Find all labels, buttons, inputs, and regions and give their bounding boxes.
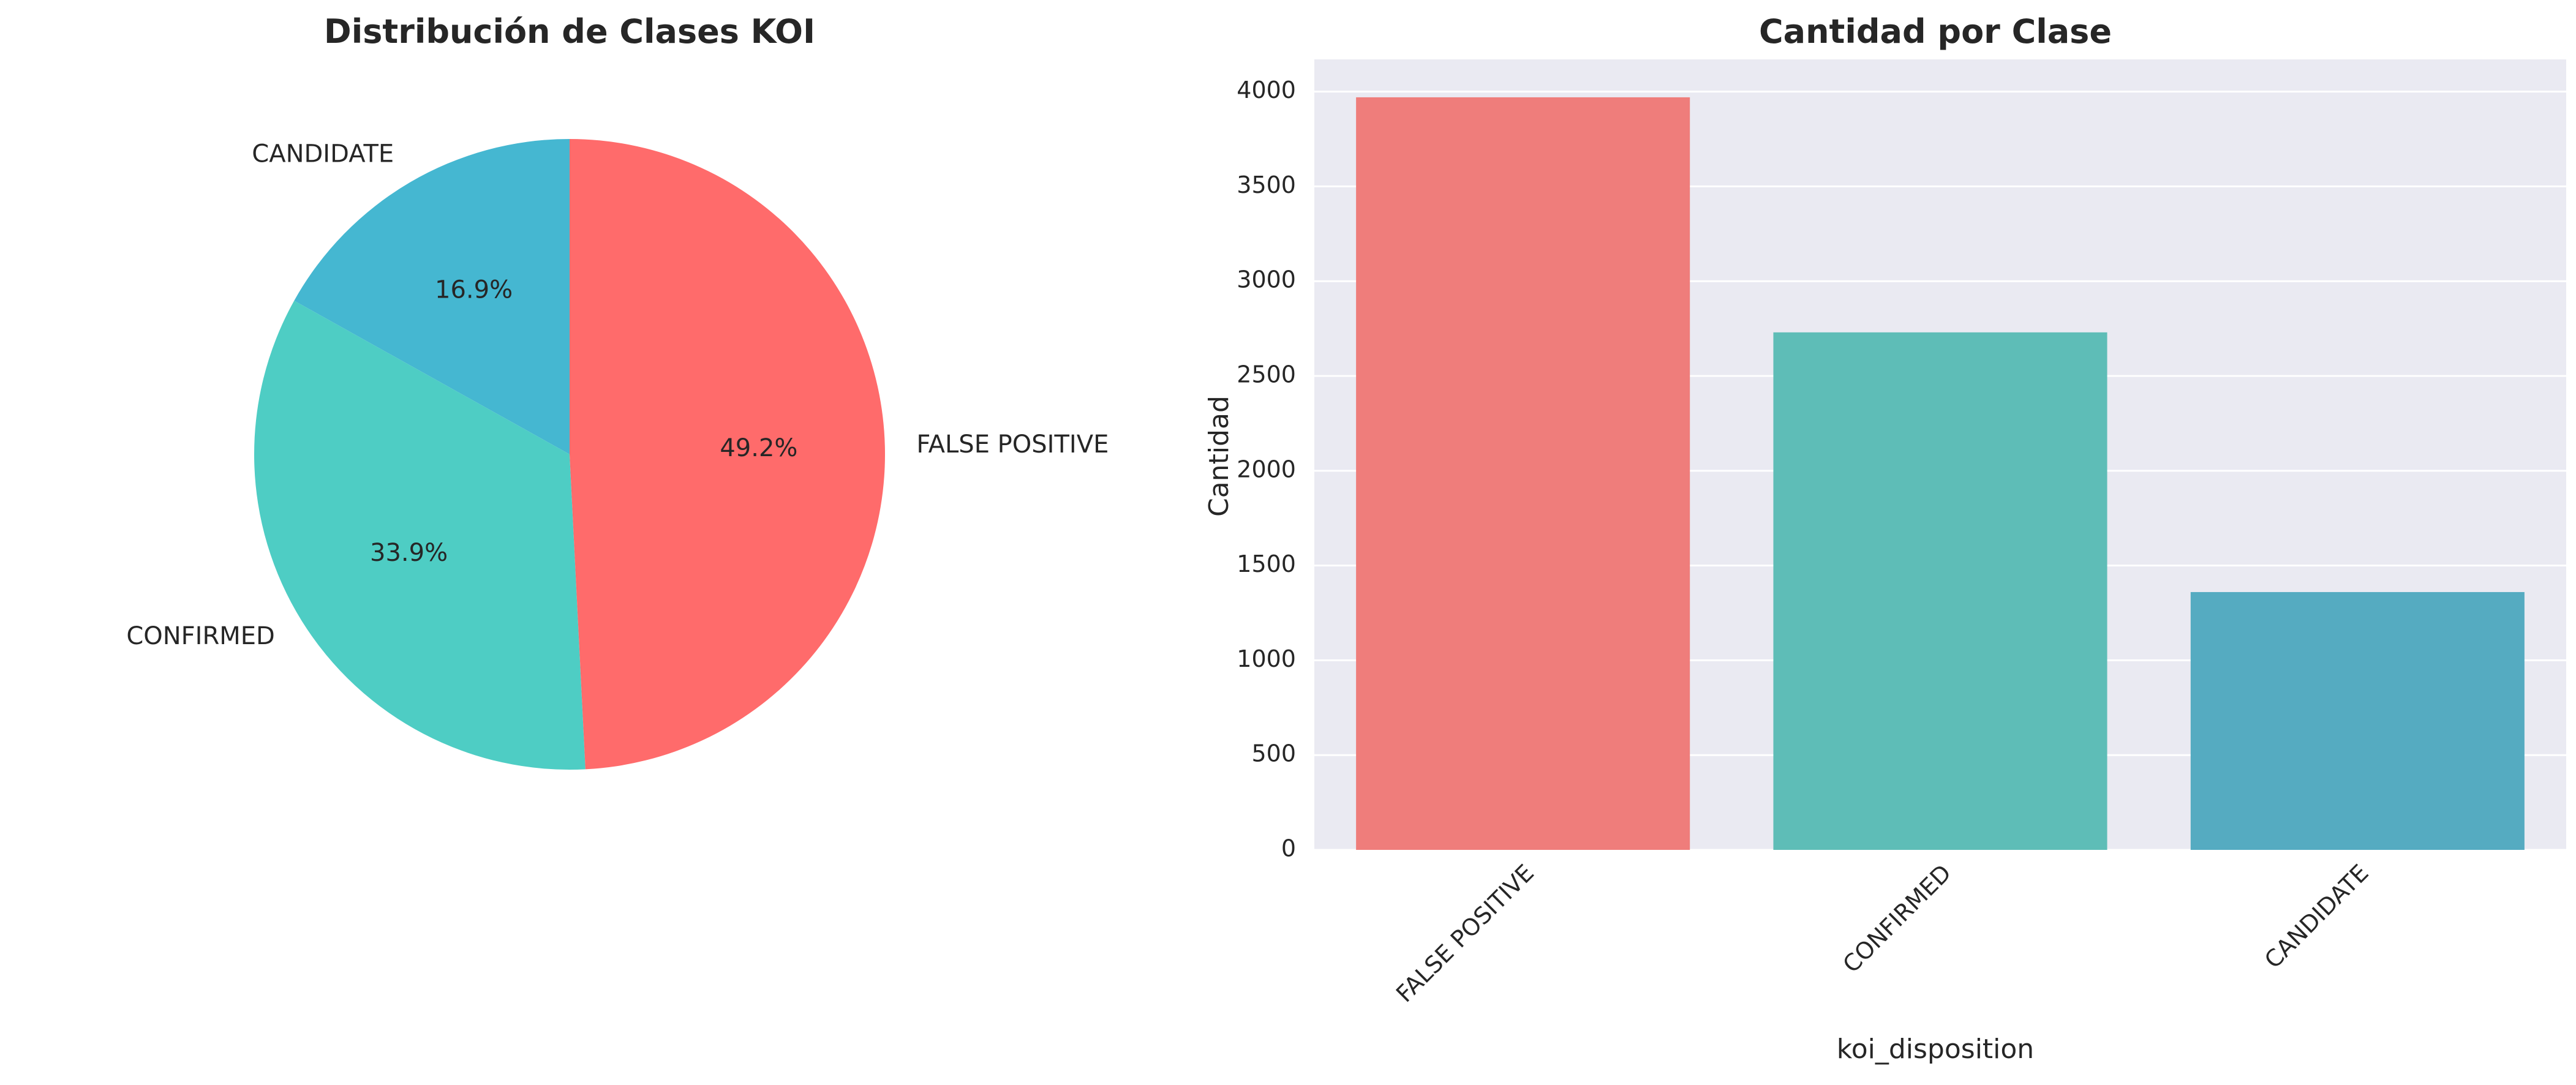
bar-series <box>1356 97 2525 850</box>
y-tick-labels: 0 500 1000 1500 2000 2500 3000 3500 4000 <box>1237 77 1296 862</box>
y-axis-label: Cantidad <box>1203 396 1235 517</box>
pie-pct-confirmed: 33.9% <box>370 539 448 567</box>
bar-title: Cantidad por Clase <box>1759 12 2112 51</box>
bar-candidate <box>2190 591 2525 850</box>
y-tick-2500: 2500 <box>1237 361 1296 388</box>
y-tick-500: 500 <box>1251 740 1296 767</box>
pie-title: Distribución de Clases KOI <box>324 12 815 51</box>
bar-chart: Cantidad por Clase 0 500 1000 1500 2000 2500 3… <box>1203 12 2566 1065</box>
y-tick-2000: 2000 <box>1237 456 1296 482</box>
y-tick-3000: 3000 <box>1237 266 1296 293</box>
x-tick-candidate: CANDIDATE <box>2259 859 2374 974</box>
y-tick-0: 0 <box>1281 835 1296 862</box>
bar-false-positive <box>1356 97 1690 850</box>
x-tick-labels: FALSE POSITIVE CONFIRMED CANDIDATE <box>1391 859 2374 1007</box>
bar-confirmed <box>1773 332 2107 850</box>
pie-pct-false-positive: 49.2% <box>720 434 797 462</box>
pie-slice-candidate <box>294 139 570 454</box>
pie-pct-candidate: 16.9% <box>435 276 513 304</box>
pie-label-confirmed: CONFIRMED <box>126 622 275 650</box>
y-tick-4000: 4000 <box>1237 77 1296 103</box>
x-axis-label: koi_disposition <box>1837 1034 2034 1065</box>
x-tick-confirmed: CONFIRMED <box>1837 859 1956 978</box>
pie-label-false-positive: FALSE POSITIVE <box>916 430 1109 459</box>
y-tick-1000: 1000 <box>1237 645 1296 672</box>
pie-labels: 16.9% CANDIDATE 33.9% CONFIRMED 49.2% FALSE P… <box>126 140 1109 650</box>
pie-chart: Distribución de Clases KOI 16.9% CANDIDAT… <box>126 12 1109 770</box>
pie-slice-confirmed <box>254 301 586 770</box>
pie-label-candidate: CANDIDATE <box>252 140 394 168</box>
pie-slices <box>254 139 885 770</box>
x-tick-false-positive: FALSE POSITIVE <box>1391 859 1539 1007</box>
pie-slice-false-positive <box>570 139 885 770</box>
y-tick-1500: 1500 <box>1237 550 1296 577</box>
y-tick-3500: 3500 <box>1237 171 1296 198</box>
